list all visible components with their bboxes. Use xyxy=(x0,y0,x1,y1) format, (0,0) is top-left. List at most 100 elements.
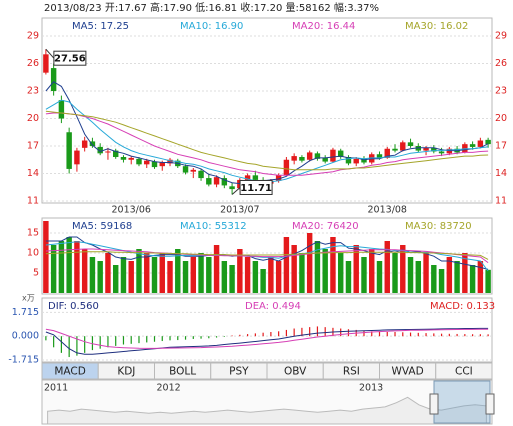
volume-bar xyxy=(431,265,437,293)
tab-label[interactable]: CCI xyxy=(455,366,473,378)
volume-bar xyxy=(299,253,305,293)
volume-bar xyxy=(120,257,127,293)
volume-bar xyxy=(252,261,259,293)
y-tick-label: 15 xyxy=(27,228,39,239)
ma-line xyxy=(45,112,489,176)
volume-bar xyxy=(337,253,344,293)
candle-body xyxy=(376,154,383,158)
volume-bar xyxy=(400,245,406,293)
annotation-leader xyxy=(231,187,241,195)
legend-entry: MA30: 16.02 xyxy=(405,21,468,32)
legend-entry: MA5: 17.25 xyxy=(72,21,129,32)
candle-body xyxy=(252,175,259,180)
navigator-handle[interactable] xyxy=(485,393,495,415)
y-tick-label: 23 xyxy=(27,86,39,97)
volume-bar xyxy=(291,245,297,293)
candle-body xyxy=(159,162,165,167)
volume-bar xyxy=(66,237,72,293)
volume-bar xyxy=(462,253,468,293)
tab[interactable] xyxy=(435,362,493,380)
candle-body xyxy=(58,100,65,119)
y-tick-label-right: 29 xyxy=(495,31,507,42)
legend-entry: MA10: 16.90 xyxy=(180,21,243,32)
volume-bar xyxy=(128,261,134,293)
candle-body xyxy=(50,68,57,91)
volume-bar xyxy=(97,261,103,293)
y-tick-label: 5 xyxy=(33,268,39,279)
candle-body xyxy=(190,169,197,172)
candle-body xyxy=(43,54,49,73)
y-tick-label: 20 xyxy=(27,113,39,124)
candle-body xyxy=(314,153,321,159)
volume-bar xyxy=(407,257,414,293)
candle-body xyxy=(283,159,290,176)
tab-label[interactable]: RSI xyxy=(343,366,360,378)
panel-frame xyxy=(41,217,493,295)
navigator-window[interactable] xyxy=(433,380,491,424)
candle-body xyxy=(485,139,491,145)
volume-bar xyxy=(237,249,243,293)
candle-body xyxy=(384,148,390,158)
annotation-box xyxy=(53,50,87,66)
y-tick-label-right: 23 xyxy=(495,86,507,97)
legend-entry: MACD: 0.133 xyxy=(430,301,495,312)
candle-body xyxy=(128,157,134,160)
volume-bar xyxy=(438,269,445,293)
macd-line xyxy=(45,327,489,355)
tab-label[interactable]: MACD xyxy=(54,366,85,378)
candle-body xyxy=(198,170,204,179)
navigator-handle[interactable] xyxy=(429,393,439,415)
candle-body xyxy=(306,152,313,160)
volume-bar xyxy=(213,245,220,293)
tab-label[interactable]: BOLL xyxy=(169,366,196,378)
y-tick-label-right: 20 xyxy=(495,113,507,124)
legend-entry: DEA: 0.494 xyxy=(245,301,301,312)
y-tick-label: 10 xyxy=(27,248,39,259)
candle-body xyxy=(167,159,173,164)
volume-bar xyxy=(469,265,476,293)
candle-body xyxy=(112,150,119,157)
volume-bar xyxy=(353,245,359,293)
candle-body xyxy=(229,186,235,190)
volume-bar xyxy=(221,261,228,293)
candle-body xyxy=(66,132,72,169)
tab-label[interactable]: WVAD xyxy=(392,366,424,378)
volume-bar xyxy=(167,261,173,293)
x-tick-label: 2013 xyxy=(359,383,383,394)
tab-label[interactable]: PSY xyxy=(229,366,249,378)
volume-bar xyxy=(423,253,429,293)
legend-entry: MA30: 83720 xyxy=(405,221,472,232)
candle-body xyxy=(400,142,406,151)
candle-body xyxy=(337,150,344,157)
ma-line xyxy=(45,110,489,171)
legend-entry: MA20: 16.44 xyxy=(292,21,355,32)
candle-body xyxy=(81,140,88,148)
candle-body xyxy=(151,161,158,168)
volume-ma-line xyxy=(45,236,489,270)
tab-label[interactable]: OBV xyxy=(284,366,307,378)
volume-bar xyxy=(206,257,212,293)
annotation: 27.56 xyxy=(54,54,86,65)
volume-bar xyxy=(283,237,290,293)
volume-bar xyxy=(314,241,321,293)
volume-bar xyxy=(322,249,328,293)
y-tick-label: 1.715 xyxy=(12,307,39,318)
volume-bar xyxy=(306,233,313,293)
candle-body xyxy=(361,158,367,163)
legend-entry: MA5: 59168 xyxy=(72,221,132,232)
x-tick-label: 2012 xyxy=(157,383,181,394)
candle-body xyxy=(244,175,251,180)
candle-body xyxy=(330,149,336,162)
volume-bar xyxy=(105,253,111,293)
volume-bar xyxy=(136,249,142,293)
chart-title: 2013/08/23 开:17.67 高:17.90 低:16.81 收:17.… xyxy=(44,1,379,14)
candle-body xyxy=(431,147,437,152)
volume-bar xyxy=(159,253,165,293)
candle-body xyxy=(299,157,305,161)
y-tick-label-right: 26 xyxy=(495,58,507,69)
volume-bar xyxy=(175,249,181,293)
tab-label[interactable]: KDJ xyxy=(117,366,135,378)
x-tick-label: 2011 xyxy=(44,383,68,394)
